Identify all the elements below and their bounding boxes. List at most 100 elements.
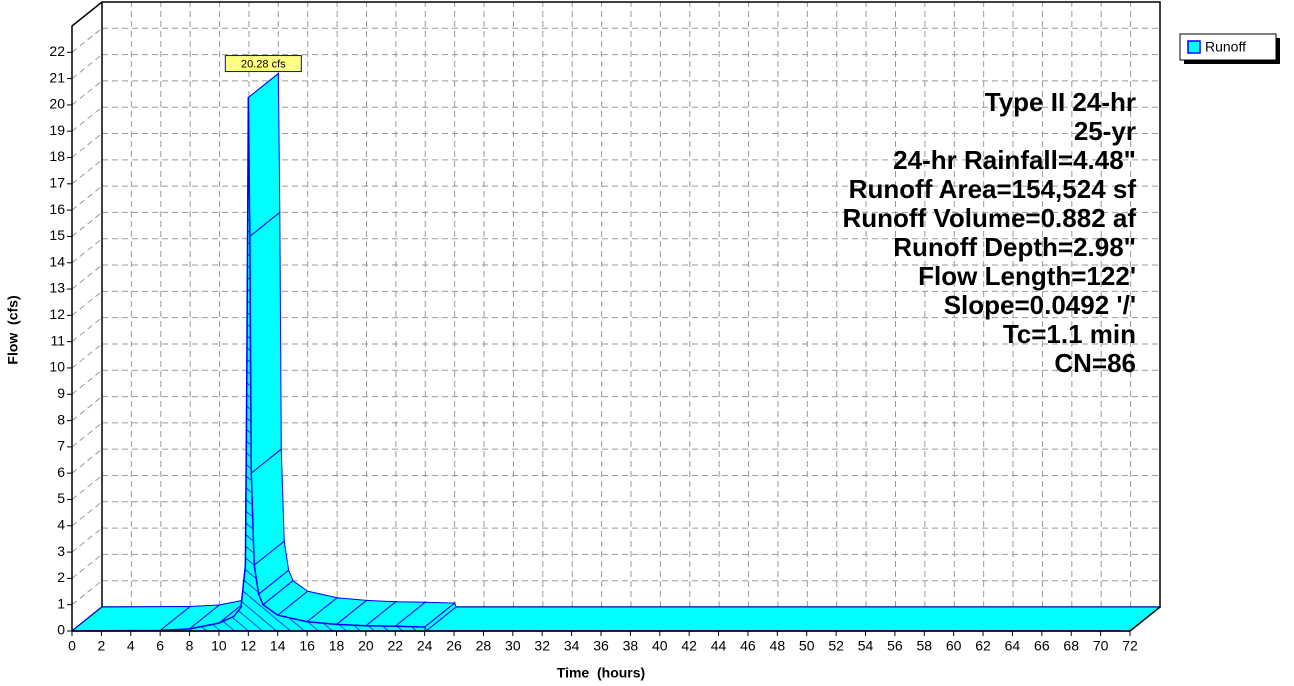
x-tick-label: 56 [887, 638, 903, 654]
grid-line [71, 527, 103, 553]
x-tick-label: 70 [1093, 638, 1109, 654]
x-tick-label: 28 [476, 638, 492, 654]
annotation: 25-yr [1074, 116, 1136, 146]
y-tick-label: 8 [57, 411, 65, 427]
x-tick-label: 14 [270, 638, 286, 654]
x-tick-label: 58 [916, 638, 932, 654]
x-tick-label: 68 [1063, 638, 1079, 654]
y-tick-label: 19 [49, 122, 65, 138]
y-tick-label: 17 [49, 175, 65, 191]
y-tick-label: 14 [49, 253, 65, 269]
x-tick-label: 16 [299, 638, 315, 654]
x-tick-label: 24 [417, 638, 433, 654]
grid-line [71, 264, 103, 290]
grid-line [71, 317, 103, 343]
annotation: Flow Length=122' [918, 261, 1136, 291]
x-tick-label: 26 [446, 638, 462, 654]
x-axis-depth [1129, 606, 1161, 632]
x-tick-label: 0 [68, 638, 76, 654]
grid-line [71, 106, 103, 132]
x-tick-label: 62 [975, 638, 991, 654]
y-tick-label: 10 [49, 359, 65, 375]
annotation: CN=86 [1054, 348, 1136, 378]
x-tick-label: 60 [946, 638, 962, 654]
grid-line [71, 133, 103, 158]
y-tick-label: 20 [49, 96, 65, 112]
value-label-box [224, 55, 302, 73]
grid-line [71, 448, 103, 474]
y-tick-label: 4 [57, 516, 65, 532]
grid-line [71, 27, 103, 53]
grid-line [71, 54, 103, 79]
y-tick-label: 7 [57, 438, 65, 454]
x-tick-label: 22 [387, 638, 403, 654]
x-tick-label: 34 [564, 638, 580, 654]
grid-line [71, 343, 103, 369]
x-tick-label: 6 [156, 638, 164, 654]
area-extrusion [424, 606, 1162, 632]
y-tick-label: 12 [49, 306, 65, 322]
x-tick-label: 64 [1005, 638, 1021, 654]
x-tick-label: 30 [505, 638, 521, 654]
y-tick-label: 13 [49, 280, 65, 296]
area-extrusion [247, 72, 281, 238]
grid-line [71, 396, 103, 421]
x-tick-label: 48 [770, 638, 786, 654]
y-tick-label: 2 [57, 569, 65, 585]
x-tick-label: 4 [127, 638, 135, 654]
x-tick-label: 12 [241, 638, 257, 654]
grid-line [71, 212, 103, 237]
annotation: Runoff Depth=2.98" [893, 232, 1136, 262]
x-tick-label: 38 [623, 638, 639, 654]
y-tick-label: 0 [57, 622, 65, 638]
x-tick-label: 52 [828, 638, 844, 654]
x-tick-label: 18 [329, 638, 345, 654]
x-tick-label: 20 [358, 638, 374, 654]
grid-line [71, 554, 103, 579]
x-tick-label: 66 [1034, 638, 1050, 654]
grid-line [71, 290, 103, 316]
y-tick-label: 11 [50, 332, 65, 348]
x-tick-label: 50 [799, 638, 815, 654]
grid-line [71, 422, 103, 448]
grid-line [71, 185, 103, 211]
grid-line [71, 369, 103, 395]
y-tick-label: 15 [49, 227, 65, 243]
grid-line [71, 501, 103, 527]
annotation: Slope=0.0492 '/' [944, 290, 1136, 320]
x-tick-label: 32 [534, 638, 550, 654]
annotation: 24-hr Rainfall=4.48" [893, 145, 1136, 175]
annotation: Type II 24-hr [985, 87, 1136, 117]
y-tick-label: 18 [49, 148, 65, 164]
grid-line [71, 475, 103, 500]
y-axis-label: Flow (cfs) [5, 295, 21, 364]
x-tick-label: 42 [681, 638, 697, 654]
y-tick-label: 16 [49, 201, 65, 217]
x-tick-label: 40 [652, 638, 668, 654]
x-axis-label: Time (hours) [557, 665, 645, 681]
grid-line [71, 80, 103, 106]
y-tick-label: 6 [57, 464, 65, 480]
annotation: Tc=1.1 min [1003, 319, 1136, 349]
y-tick-label: 5 [57, 490, 65, 506]
legend-box [1179, 33, 1277, 61]
legend-swatch [1187, 40, 1201, 54]
x-tick-label: 54 [858, 638, 874, 654]
x-tick-label: 46 [740, 638, 756, 654]
area [71, 97, 1130, 632]
x-tick-label: 2 [97, 638, 105, 654]
grid-line [71, 159, 103, 185]
annotation: Runoff Volume=0.882 af [842, 203, 1136, 233]
value-label: 20.28 cfs [241, 58, 286, 70]
grid-line [71, 238, 103, 264]
area-extrusion [249, 211, 282, 475]
y-tick-label: 21 [49, 69, 65, 85]
x-tick-label: 72 [1122, 638, 1138, 654]
x-tick-label: 10 [211, 638, 227, 654]
x-tick-label: 8 [186, 638, 194, 654]
x-tick-label: 44 [711, 638, 727, 654]
grid-line [71, 580, 103, 606]
y-tick-label: 1 [57, 595, 65, 611]
y-tick-label: 9 [57, 385, 65, 401]
y-tick-label: 22 [49, 43, 65, 59]
